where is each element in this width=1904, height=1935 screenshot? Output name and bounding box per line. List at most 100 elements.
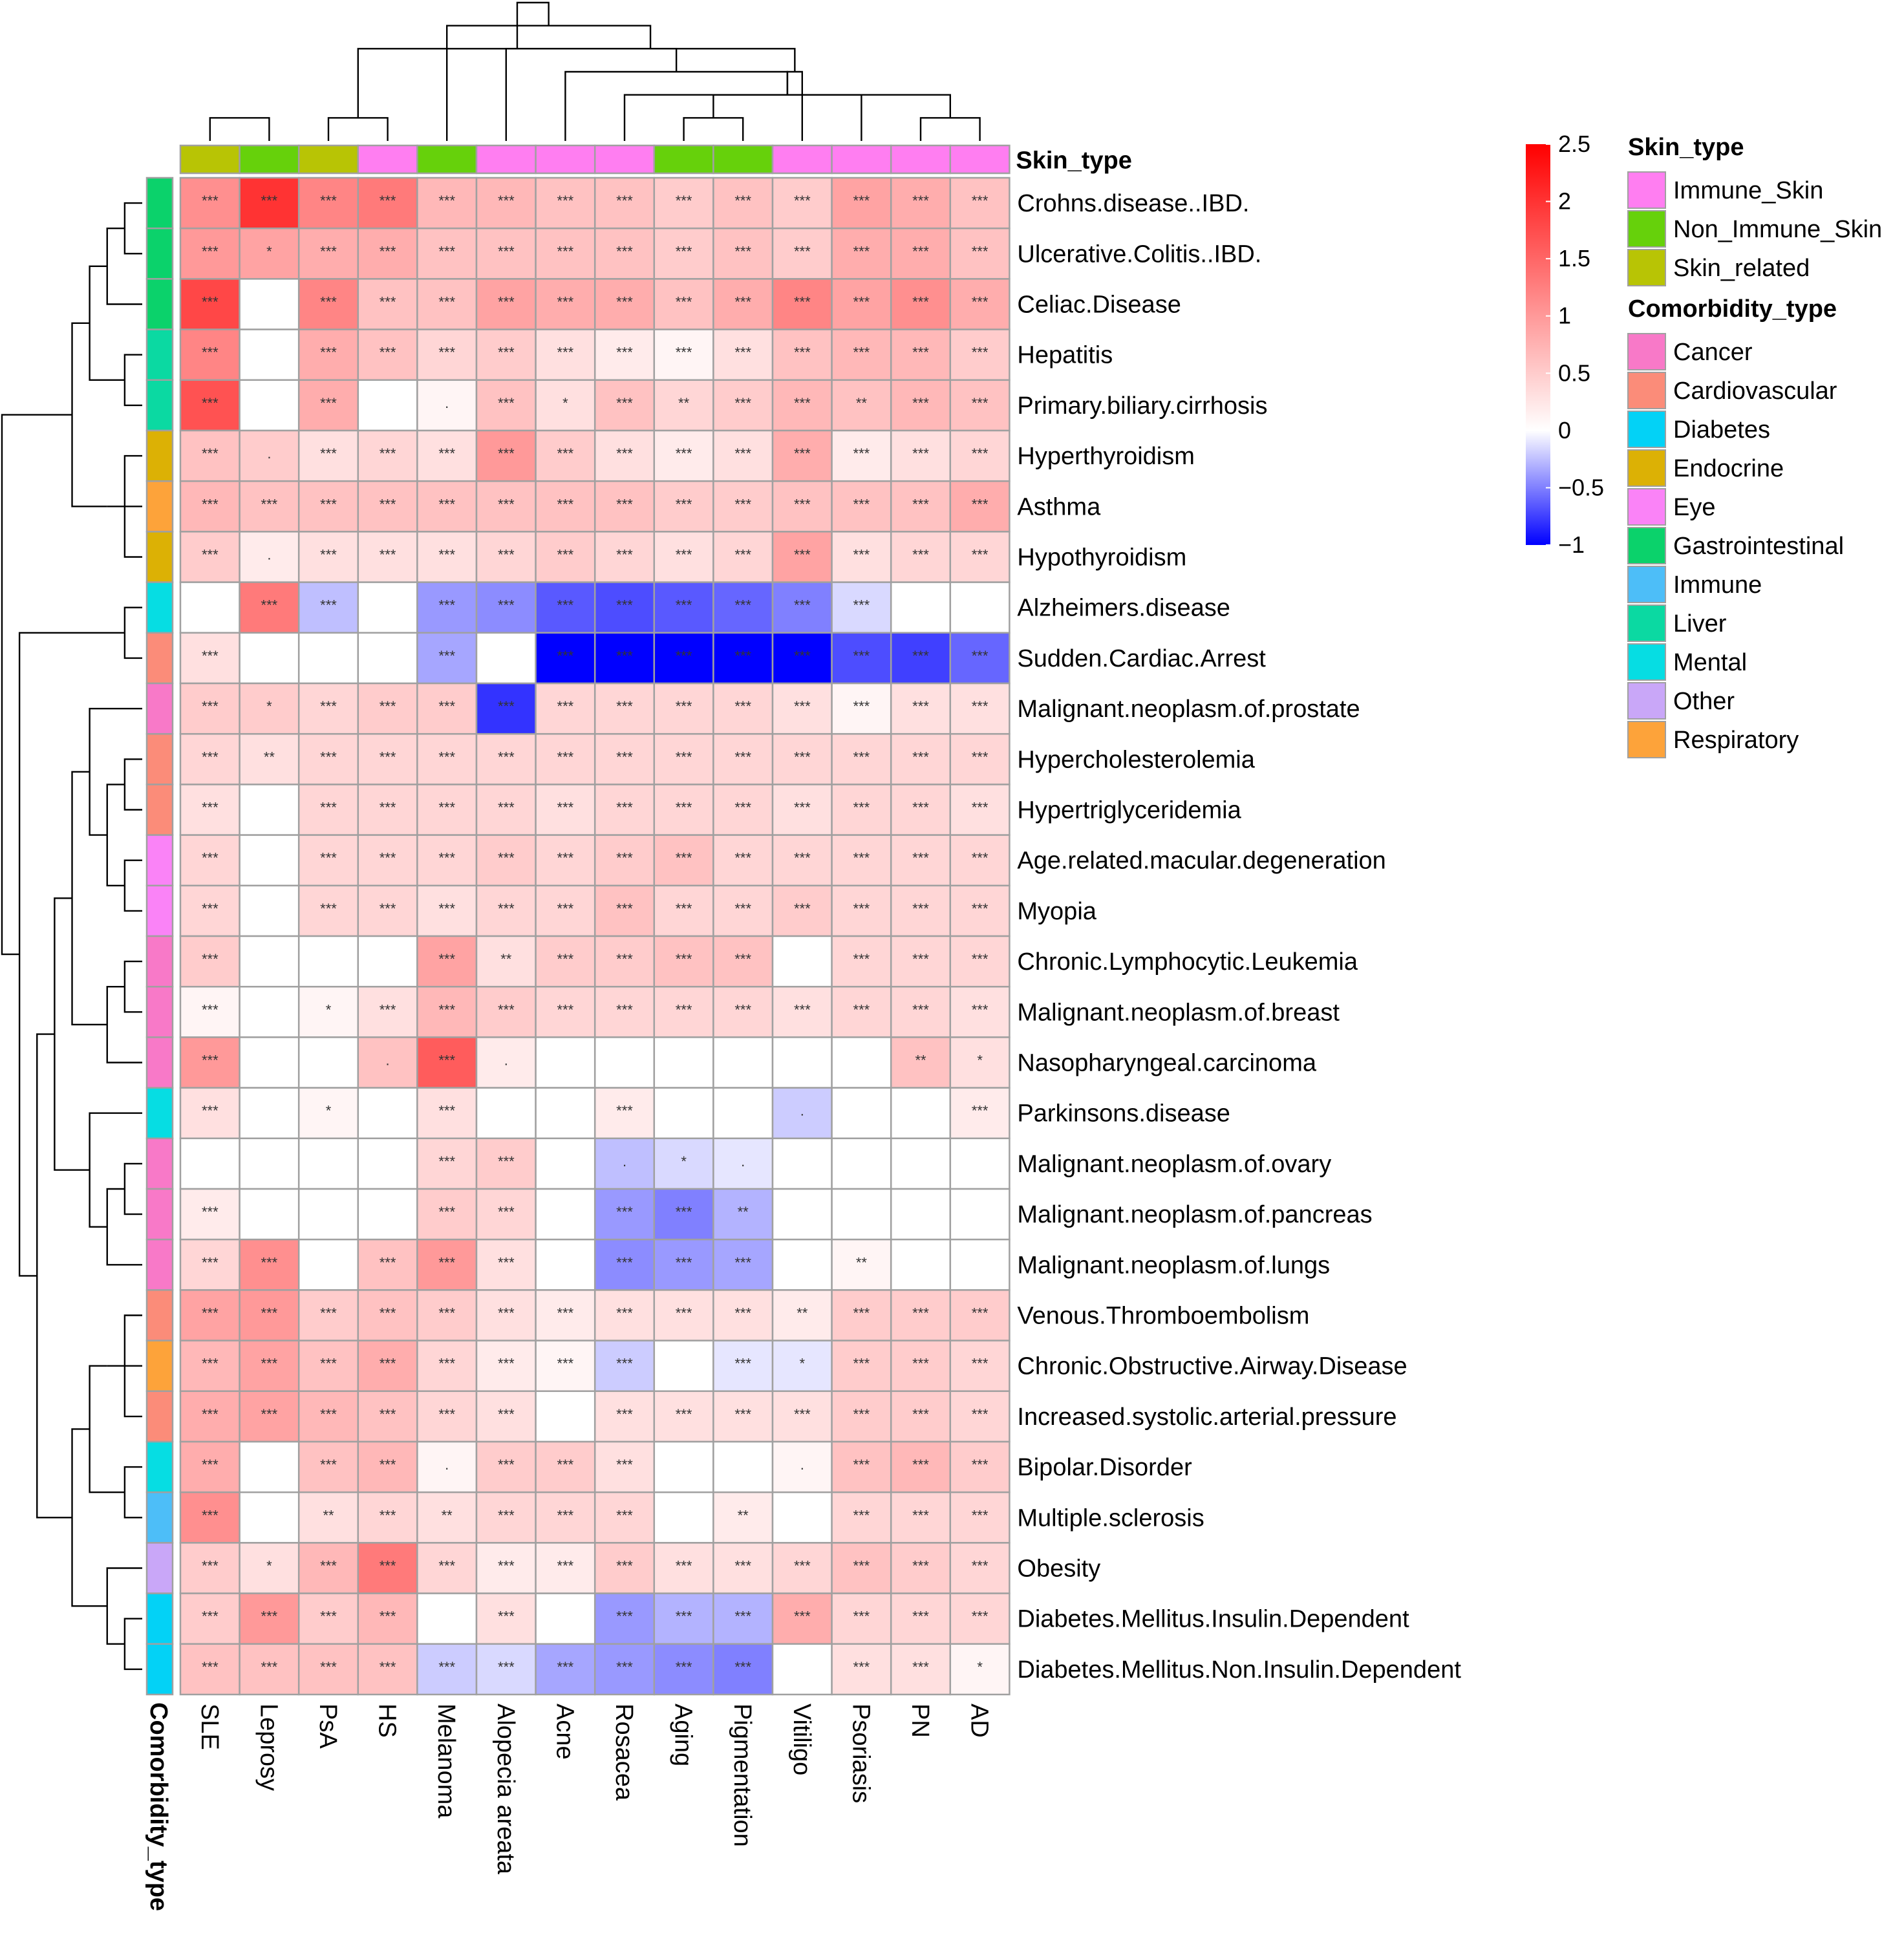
heatmap-cell: [239, 935, 300, 988]
heatmap-cell: [771, 935, 833, 988]
heatmap-cell: [712, 1390, 774, 1443]
significance-mark: ***: [853, 850, 870, 866]
heatmap-cell: [594, 1036, 656, 1089]
heatmap-cell: [831, 1036, 892, 1089]
significance-mark: ***: [972, 1356, 989, 1372]
heatmap-cell: [475, 1087, 537, 1140]
heatmap-cell: [239, 1643, 300, 1696]
significance-mark: ***: [794, 1609, 811, 1625]
heatmap-cell: [771, 581, 833, 634]
column-label: Acne: [551, 1704, 578, 1760]
significance-mark: ***: [557, 1001, 574, 1018]
heatmap-cell: [831, 429, 892, 482]
significance-mark: ***: [972, 1103, 989, 1119]
dendrogram-branch: [1, 414, 72, 956]
heatmap-cell: [239, 1087, 300, 1140]
heatmap-cell: [357, 176, 418, 230]
significance-mark: ***: [498, 901, 515, 917]
row-label: Malignant.neoplasm.of.lungs: [1017, 1252, 1330, 1279]
significance-mark: ***: [676, 698, 692, 714]
heatmap-cell: [653, 1491, 714, 1544]
significance-mark: ***: [438, 547, 455, 563]
row-label: Hypertriglyceridemia: [1017, 797, 1241, 824]
heatmap-cell: [239, 1440, 300, 1493]
significance-mark: ***: [616, 1001, 633, 1018]
significance-mark: ***: [202, 1457, 219, 1473]
heatmap-cell: [890, 1440, 952, 1493]
significance-mark: ***: [972, 243, 989, 259]
heatmap-cell: [831, 1188, 892, 1241]
heatmap-cell: [949, 632, 1011, 685]
heatmap-cell: [357, 632, 418, 685]
heatmap-cell: [179, 1087, 241, 1140]
heatmap-cell: [239, 834, 300, 887]
significance-mark: ***: [912, 445, 929, 462]
significance-mark: ***: [616, 1254, 633, 1270]
heatmap-cell: [297, 632, 359, 685]
significance-mark: ***: [202, 1001, 219, 1018]
significance-mark: ***: [438, 496, 455, 512]
row-label: Obesity: [1017, 1555, 1100, 1583]
significance-mark: ***: [202, 1406, 219, 1422]
heatmap-cell: [535, 1542, 596, 1594]
column-label: Melanoma: [433, 1704, 460, 1819]
row-annotation-cell: [145, 1390, 174, 1443]
row-label: Myopia: [1017, 898, 1096, 925]
significance-mark: ***: [498, 749, 515, 765]
significance-mark: ***: [261, 193, 278, 209]
row-label: Diabetes.Mellitus.Non.Insulin.Dependent: [1017, 1656, 1461, 1684]
significance-mark: ***: [734, 294, 751, 310]
heatmap-cell: [831, 480, 892, 533]
significance-mark: ***: [320, 496, 337, 512]
significance-mark: ***: [438, 1558, 455, 1574]
significance-mark: ***: [972, 901, 989, 917]
legend-label: Eye: [1673, 494, 1715, 521]
significance-mark: ***: [676, 243, 692, 259]
significance-mark: ***: [261, 1659, 278, 1675]
significance-mark: ***: [616, 1457, 633, 1473]
significance-mark: ***: [616, 901, 633, 917]
heatmap-cell: [416, 480, 478, 533]
significance-mark: ***: [734, 1001, 751, 1018]
heatmap-cell: [890, 1137, 952, 1190]
heatmap-cell: [416, 379, 478, 432]
heatmap-cell: [239, 1188, 300, 1241]
significance-mark: ***: [438, 193, 455, 209]
significance-mark: ***: [853, 800, 870, 816]
significance-mark: .: [800, 1103, 804, 1119]
significance-mark: ***: [498, 1204, 515, 1220]
heatmap-cell: [179, 632, 241, 685]
significance-mark: ***: [320, 193, 337, 209]
significance-mark: ***: [261, 1609, 278, 1625]
significance-mark: ***: [972, 193, 989, 209]
heatmap-cell: [831, 1238, 892, 1291]
significance-mark: ***: [734, 243, 751, 259]
heatmap-cell: [653, 328, 714, 381]
column-annotation-cell: [416, 144, 478, 175]
heatmap-cell: [239, 985, 300, 1038]
heatmap-cell: [949, 1390, 1011, 1443]
heatmap-cell: [831, 682, 892, 735]
significance-mark: ***: [320, 1609, 337, 1625]
significance-mark: ***: [734, 800, 751, 816]
heatmap-cell: [416, 429, 478, 482]
heatmap-cell: [831, 176, 892, 230]
heatmap-cell: [771, 1542, 833, 1594]
heatmap-cell: [949, 1643, 1011, 1696]
heatmap-cell: [653, 278, 714, 330]
heatmap-cell: [179, 1542, 241, 1594]
row-annotation-cell: [145, 1440, 174, 1493]
significance-mark: ***: [853, 345, 870, 361]
heatmap-cell: [653, 935, 714, 988]
significance-mark: ***: [380, 243, 396, 259]
heatmap-cell: [594, 732, 656, 786]
significance-mark: ***: [202, 1356, 219, 1372]
significance-mark: ***: [616, 547, 633, 563]
heatmap-cell: [357, 1440, 418, 1493]
heatmap-cell: [771, 1238, 833, 1291]
significance-mark: ***: [794, 1001, 811, 1018]
significance-mark: ***: [438, 1356, 455, 1372]
column-annotation-cell: [771, 144, 833, 175]
heatmap-cell: [771, 1188, 833, 1241]
legend-label: Other: [1673, 688, 1735, 715]
